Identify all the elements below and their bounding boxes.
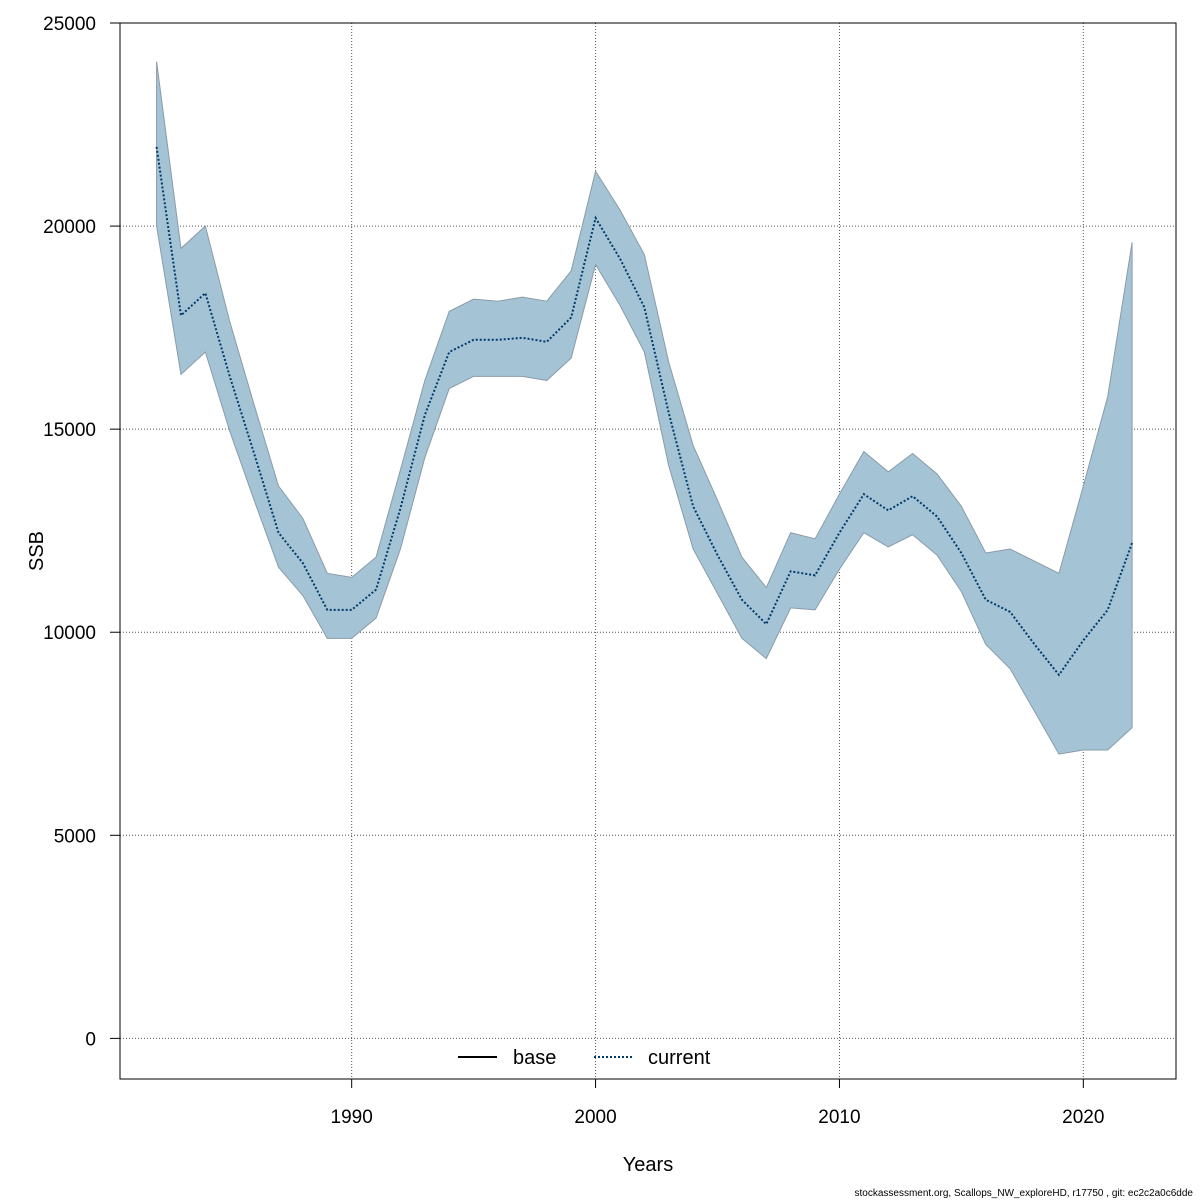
y-tick-label-10000: 10000	[43, 623, 96, 644]
confidence-band	[156, 61, 1133, 755]
x-axis: 1990 2000 2010 2020	[331, 1079, 1104, 1128]
confidence-band-area	[156, 61, 1133, 755]
x-tick-label-2010: 2010	[818, 1107, 860, 1128]
y-axis: 0 5000 10000 15000 20000 25000	[43, 14, 120, 1050]
y-tick-label-0: 0	[85, 1029, 96, 1050]
legend-label-base: base	[513, 1047, 556, 1069]
y-tick-label-25000: 25000	[43, 14, 96, 35]
y-tick-label-5000: 5000	[54, 826, 96, 847]
series-line-current	[155, 146, 1134, 677]
y-tick-label-15000: 15000	[43, 420, 96, 441]
y-axis-title: SSB	[26, 531, 48, 571]
legend: base current	[458, 1047, 711, 1069]
legend-label-current: current	[648, 1047, 711, 1069]
series-lines	[155, 146, 1134, 677]
x-tick-label-2000: 2000	[574, 1107, 616, 1128]
x-tick-label-1990: 1990	[331, 1107, 373, 1128]
footer-credit: stockassessment.org, Scallops_NW_explore…	[854, 1188, 1193, 1199]
x-tick-label-2020: 2020	[1062, 1107, 1104, 1128]
plot-frame	[119, 22, 1177, 1080]
y-tick-label-20000: 20000	[43, 217, 96, 238]
x-axis-title: Years	[623, 1154, 673, 1176]
